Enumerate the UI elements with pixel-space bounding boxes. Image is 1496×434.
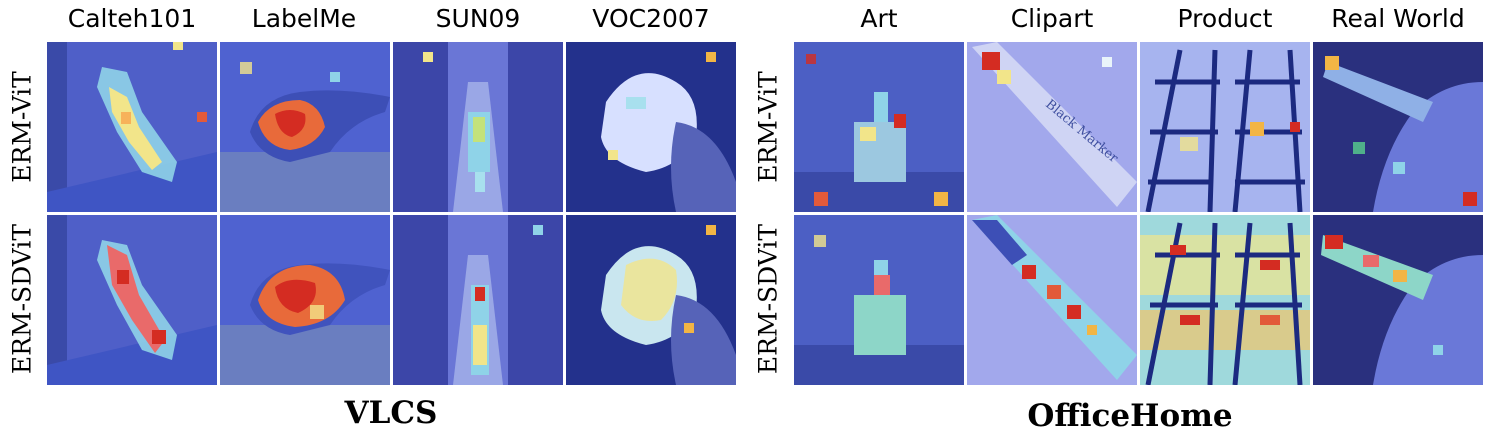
heatmap-clipart-erm-sdvit — [967, 215, 1137, 385]
attention-map: Black Marker — [967, 42, 1137, 212]
heatmap-product-erm-sdvit — [1140, 215, 1310, 385]
column-label-labelme: LabelMe — [218, 0, 390, 40]
heatmap-real-world-erm-sdvit — [1313, 215, 1483, 385]
attention-map — [794, 215, 964, 385]
attention-map — [393, 215, 563, 385]
column-label-voc2007: VOC2007 — [565, 0, 737, 40]
heatmap-voc2007-erm-sdvit — [566, 215, 736, 385]
heatmap-calteh101-erm-vit — [47, 42, 217, 212]
column-label-clipart: Clipart — [966, 0, 1138, 40]
attention-map — [47, 215, 217, 385]
attention-map — [47, 42, 217, 212]
row-label-erm-sdvit-officehome: ERM-SDViT — [754, 224, 783, 374]
attention-map — [220, 42, 390, 212]
row-label-erm-vit-officehome: ERM-ViT — [754, 71, 783, 183]
attention-map — [1313, 42, 1483, 212]
column-label-art: Art — [793, 0, 965, 40]
heatmap-calteh101-erm-sdvit — [47, 215, 217, 385]
heatmap-art-erm-vit — [794, 42, 964, 212]
heatmap-clipart-erm-vit: Black Marker — [967, 42, 1137, 212]
heatmap-sun09-erm-vit — [393, 42, 563, 212]
attention-map — [1140, 215, 1310, 385]
column-label-real-world: Real World — [1312, 0, 1484, 40]
attention-map — [566, 215, 736, 385]
heatmap-real-world-erm-vit — [1313, 42, 1483, 212]
column-label-calteh101: Calteh101 — [46, 0, 218, 40]
attention-map — [566, 42, 736, 212]
attention-map — [393, 42, 563, 212]
dataset-title-vlcs: VLCS — [305, 395, 477, 431]
attention-map — [1313, 215, 1483, 385]
attention-map — [1140, 42, 1310, 212]
column-label-sun09: SUN09 — [392, 0, 564, 40]
heatmap-product-erm-vit — [1140, 42, 1310, 212]
attention-map — [794, 42, 964, 212]
row-label-erm-vit-vlcs: ERM-ViT — [8, 71, 37, 183]
dataset-title-officehome: OfficeHome — [1000, 398, 1260, 434]
heatmap-labelme-erm-vit — [220, 42, 390, 212]
column-label-product: Product — [1139, 0, 1311, 40]
heatmap-sun09-erm-sdvit — [393, 215, 563, 385]
attention-map — [220, 215, 390, 385]
heatmap-art-erm-sdvit — [794, 215, 964, 385]
heatmap-labelme-erm-sdvit — [220, 215, 390, 385]
attention-map — [967, 215, 1137, 385]
heatmap-voc2007-erm-vit — [566, 42, 736, 212]
row-label-erm-sdvit-vlcs: ERM-SDViT — [8, 224, 37, 374]
